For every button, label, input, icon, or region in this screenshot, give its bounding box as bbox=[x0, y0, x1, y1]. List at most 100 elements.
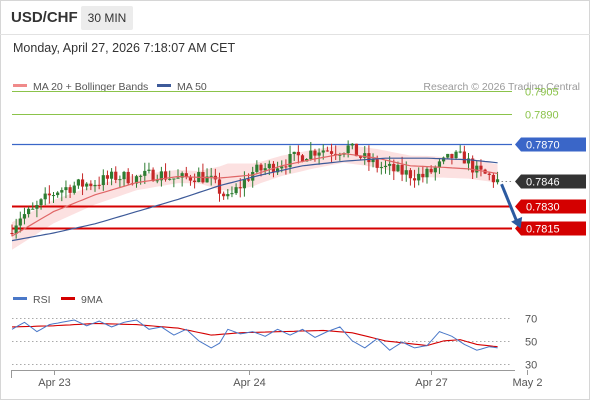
candle-body bbox=[338, 154, 342, 156]
candle-body bbox=[163, 171, 168, 180]
candle-body bbox=[454, 151, 458, 159]
candle-body bbox=[429, 168, 433, 173]
candle-body bbox=[433, 167, 437, 173]
candle-body bbox=[471, 158, 475, 173]
level-label-0.7815: 0.7815 bbox=[526, 224, 560, 236]
candle-body bbox=[222, 193, 226, 197]
candle-body bbox=[89, 183, 93, 187]
candle-body bbox=[479, 165, 483, 170]
candle-body bbox=[359, 156, 363, 158]
candle-body bbox=[230, 193, 234, 195]
candle-body bbox=[379, 167, 383, 169]
candle-body bbox=[350, 143, 354, 146]
candle-body bbox=[375, 159, 379, 168]
candle-body bbox=[47, 193, 51, 196]
candle-body bbox=[367, 153, 371, 163]
candle-body bbox=[39, 199, 43, 206]
candle-body bbox=[64, 187, 68, 191]
candle-body bbox=[22, 214, 27, 219]
x-tick-label-Apr 27: Apr 27 bbox=[415, 377, 447, 389]
candles bbox=[10, 140, 500, 239]
candle-body bbox=[10, 232, 14, 234]
legend-swatch-ma20 bbox=[13, 84, 27, 87]
candle-body bbox=[97, 184, 101, 186]
candle-body bbox=[43, 193, 47, 200]
candle-body bbox=[180, 173, 184, 178]
candle-body bbox=[176, 177, 180, 179]
level-label-0.7830: 0.7830 bbox=[526, 202, 560, 214]
candle-body bbox=[251, 171, 255, 181]
candle-body bbox=[263, 168, 267, 171]
watermark: Research © 2026 Trading Central bbox=[423, 81, 580, 93]
rsi-tick-70: 70 bbox=[525, 314, 537, 326]
candle-body bbox=[139, 175, 143, 177]
candle-body bbox=[93, 184, 97, 187]
candle-body bbox=[242, 179, 246, 189]
candle-body bbox=[14, 225, 18, 234]
candle-body bbox=[491, 174, 495, 183]
chart-header: USD/CHF 30 MIN bbox=[0, 0, 590, 34]
candle-body bbox=[51, 195, 56, 197]
candle-body bbox=[400, 164, 404, 175]
candle-body bbox=[238, 187, 242, 189]
ma20-line bbox=[11, 152, 498, 237]
rsi-tick-50: 50 bbox=[525, 337, 537, 349]
candle-body bbox=[267, 163, 271, 169]
level-tag-0.7830 bbox=[515, 199, 586, 214]
candle-body bbox=[412, 178, 417, 181]
candle-body bbox=[329, 151, 334, 154]
timeframe-badge[interactable]: 30 MIN bbox=[81, 6, 133, 30]
candle-body bbox=[417, 173, 421, 181]
candle-body bbox=[172, 178, 176, 180]
header-divider bbox=[0, 34, 590, 35]
candle-body bbox=[450, 153, 454, 159]
legend-label-ma50: MA 50 bbox=[177, 81, 207, 93]
level-tag-0.7870 bbox=[515, 137, 586, 152]
candle-body bbox=[126, 171, 130, 184]
candle-body bbox=[309, 150, 313, 159]
candle-body bbox=[392, 163, 396, 172]
candle-body bbox=[168, 178, 172, 180]
timestamp: Monday, April 27, 2026 7:18:07 AM CET bbox=[13, 41, 236, 55]
symbol-title: USD/CHF bbox=[11, 9, 78, 26]
candle-body bbox=[68, 187, 72, 193]
candle-body bbox=[193, 180, 197, 183]
candle-body bbox=[292, 151, 296, 155]
candle-body bbox=[76, 179, 80, 186]
candle-body bbox=[217, 179, 222, 194]
candle-body bbox=[234, 187, 238, 194]
candle-body bbox=[284, 166, 288, 168]
candle-body bbox=[184, 173, 188, 177]
level-tag-0.7815 bbox=[515, 221, 586, 236]
rsi-ma-line bbox=[11, 322, 498, 348]
candle-body bbox=[276, 168, 280, 173]
candle-body bbox=[442, 157, 446, 162]
rsi-line bbox=[11, 319, 498, 351]
legend-swatch-rsi-ma bbox=[61, 297, 75, 300]
candle-body bbox=[122, 171, 126, 180]
level-label-0.7870: 0.7870 bbox=[526, 140, 560, 152]
candle-body bbox=[458, 151, 462, 153]
candle-body bbox=[101, 175, 105, 186]
bollinger-band bbox=[12, 144, 498, 250]
legend-swatch-rsi bbox=[13, 297, 27, 300]
candle-body bbox=[288, 154, 292, 168]
candle-body bbox=[408, 170, 412, 179]
candle-body bbox=[134, 176, 139, 184]
candle-body bbox=[118, 179, 122, 181]
candle-body bbox=[354, 143, 359, 157]
candle-body bbox=[72, 185, 76, 193]
forecast-arrow-shaft bbox=[500, 183, 519, 224]
candle-body bbox=[388, 163, 392, 166]
x-tick-label-Apr 23: Apr 23 bbox=[38, 377, 70, 389]
legend-label-ma20: MA 20 + Bollinger Bands bbox=[33, 81, 148, 93]
forecast-arrow-head bbox=[511, 216, 523, 229]
candle-body bbox=[209, 175, 213, 177]
candle-body bbox=[246, 179, 251, 181]
candle-body bbox=[280, 166, 284, 169]
candle-body bbox=[296, 151, 300, 156]
candle-body bbox=[159, 171, 163, 181]
candle-body bbox=[151, 169, 155, 182]
candle-body bbox=[205, 176, 209, 183]
